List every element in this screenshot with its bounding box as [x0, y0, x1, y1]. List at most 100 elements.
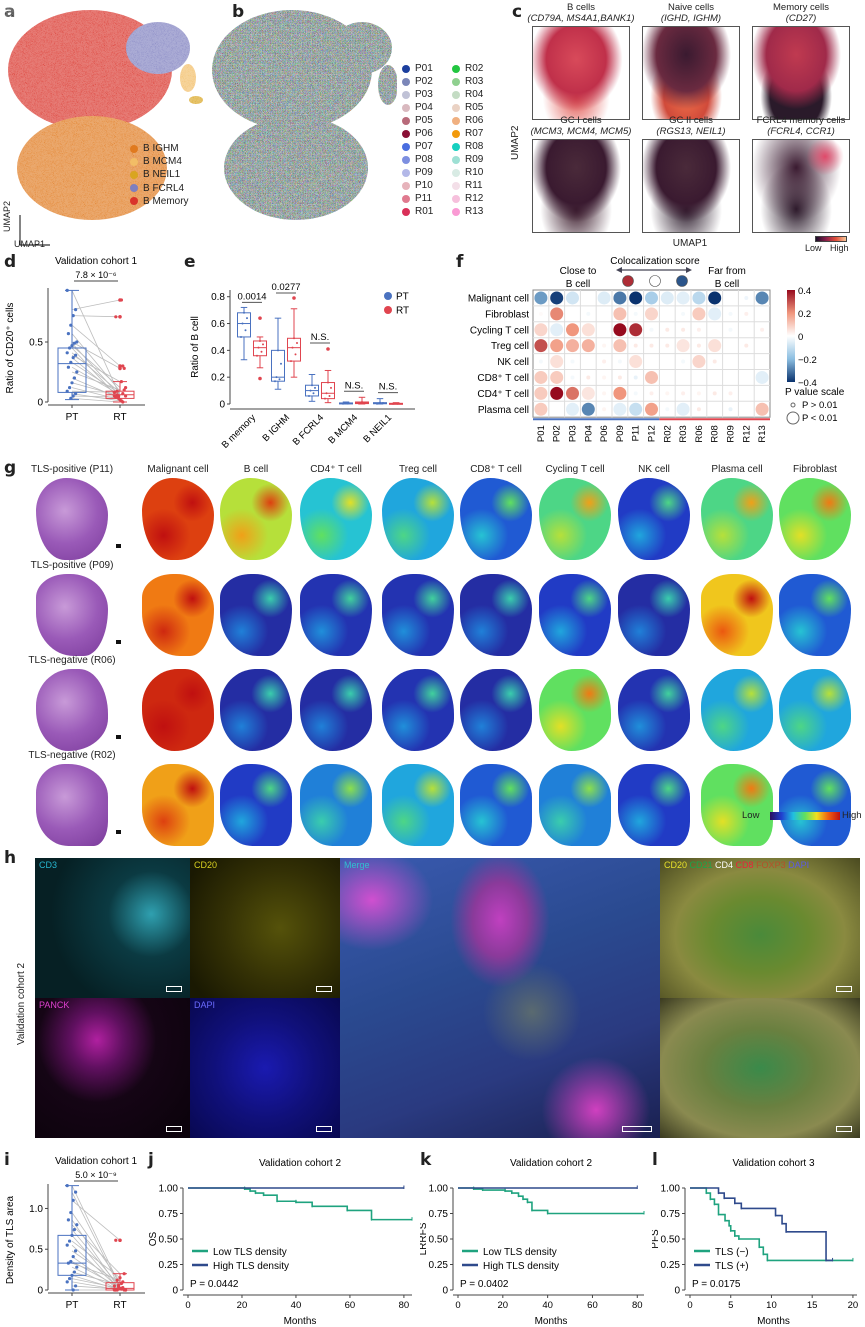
colocalization-dot	[534, 370, 548, 384]
umap-celltype-plot	[0, 0, 230, 250]
y-axis-label: Ratio of CD20⁺ cells	[5, 303, 16, 394]
colocalization-dot	[744, 327, 749, 332]
legend-label: P01	[415, 62, 433, 74]
pair-line	[71, 1212, 121, 1283]
p-value: P = 0.0175	[692, 1279, 741, 1290]
pair-line	[71, 345, 121, 388]
g-colorbar-low: Low	[742, 810, 760, 821]
x-tick-label: 80	[632, 1300, 643, 1311]
colocalization-dot	[602, 407, 607, 412]
colocalization-dot	[550, 386, 564, 400]
colocalization-dot	[744, 359, 749, 364]
colocalization-dot	[708, 307, 722, 321]
rt-point	[115, 1278, 119, 1282]
colocalization-dot	[550, 370, 564, 384]
legend-item: B MCM4	[130, 155, 189, 168]
x-tick-label: 20	[498, 1300, 509, 1311]
he-tissue-image	[36, 478, 108, 560]
far-label: Far from	[708, 266, 746, 277]
colocalization-dot	[760, 343, 765, 348]
pt-point	[70, 1273, 74, 1277]
legend-item: P03	[402, 88, 452, 101]
km-curve-high	[690, 1187, 833, 1262]
data-point	[290, 360, 292, 363]
cell-density-map	[382, 478, 454, 560]
legend-swatch	[402, 207, 410, 216]
g-colorbar	[770, 812, 840, 820]
y-tick-label: 0	[674, 1286, 680, 1297]
patient-legend: P01 P02 P03 P04 P05 P06 P07 P08 P09 P10 P11 R01 R02 R…	[402, 62, 502, 218]
rt-point	[115, 393, 119, 397]
pt-point	[69, 396, 73, 400]
cell-density-map	[539, 574, 611, 656]
outlier-point	[118, 364, 122, 368]
column-label: P06	[599, 425, 610, 442]
p-value: 7.8 × 10⁻⁶	[75, 270, 117, 280]
colocalization-dot	[566, 339, 579, 353]
cell-density-map	[300, 669, 372, 751]
scale-bar	[166, 986, 182, 992]
box	[287, 337, 301, 362]
c-panel-genes: (CD79A, MS4A1,BANK1)	[527, 13, 635, 24]
y-tick-label: 0.25	[159, 1260, 179, 1271]
colocalization-dot	[744, 407, 749, 412]
box	[321, 382, 335, 400]
row-label: Plasma cell	[478, 405, 529, 416]
cell-density-map	[618, 478, 690, 560]
panel-label-g: g	[4, 458, 17, 478]
legend-label: R11	[465, 179, 483, 191]
colocalization-dot	[613, 291, 627, 305]
x-tick-label: B memory	[220, 412, 259, 451]
g-row-label: TLS-negative (R06)	[28, 655, 116, 666]
legend-label: R08	[465, 140, 484, 152]
colocalization-dot	[613, 402, 627, 416]
cell-density-map	[220, 669, 292, 751]
x-tick-label: PT	[66, 412, 79, 423]
significance-label: N.S.	[379, 382, 397, 393]
size-legend-label: P > 0.01	[802, 400, 837, 411]
colocalization-dot	[586, 359, 591, 364]
legend-label: B Memory	[143, 195, 189, 207]
legend-label: R05	[465, 101, 484, 113]
pt-point	[72, 1270, 76, 1274]
rt-point	[119, 380, 123, 384]
y-tick-label: 0	[172, 1286, 178, 1297]
x-tick-label: 0	[455, 1300, 460, 1311]
panel-c-umap2-label: UMAP2	[510, 125, 521, 160]
far-label-2: B cell	[715, 279, 739, 290]
data-point	[325, 392, 328, 395]
cd3-label: CD3	[39, 860, 58, 870]
colocalization-dot	[570, 359, 575, 364]
legend-item: R03	[452, 75, 502, 88]
box-rt	[321, 347, 335, 404]
pt-point	[65, 389, 69, 393]
colocalization-dot	[696, 391, 701, 396]
legend-item: R04	[452, 88, 502, 101]
colocalization-dot	[550, 339, 564, 353]
x-tick-label: B IGHM	[260, 412, 292, 444]
umap-marker-1	[642, 26, 740, 120]
colocalization-dot	[629, 323, 643, 337]
colocalization-dot	[681, 375, 686, 380]
data-point	[327, 381, 329, 384]
column-label: P11	[631, 425, 642, 441]
legend-label: B MCM4	[143, 156, 182, 168]
colocalization-dot	[660, 291, 674, 305]
legend-label: P06	[415, 127, 433, 139]
colocalization-dot	[629, 291, 643, 305]
rt-point	[121, 392, 125, 396]
h-row-label: Validation cohort 2	[16, 962, 27, 1045]
column-label: R09	[726, 425, 737, 442]
pair-line	[71, 395, 121, 398]
colocalization-dot	[586, 375, 591, 380]
legend-item: R01	[402, 205, 452, 218]
x-tick-label: B FCRL4	[291, 412, 326, 447]
y-axis-label: OS	[148, 1231, 159, 1246]
data-point	[294, 353, 297, 356]
size-legend-big	[786, 411, 800, 425]
pt-point	[68, 386, 72, 390]
data-point	[260, 350, 263, 353]
box-rt	[287, 296, 301, 378]
legend-swatch	[130, 171, 138, 179]
chart-title: Validation cohort 2	[259, 1158, 342, 1169]
